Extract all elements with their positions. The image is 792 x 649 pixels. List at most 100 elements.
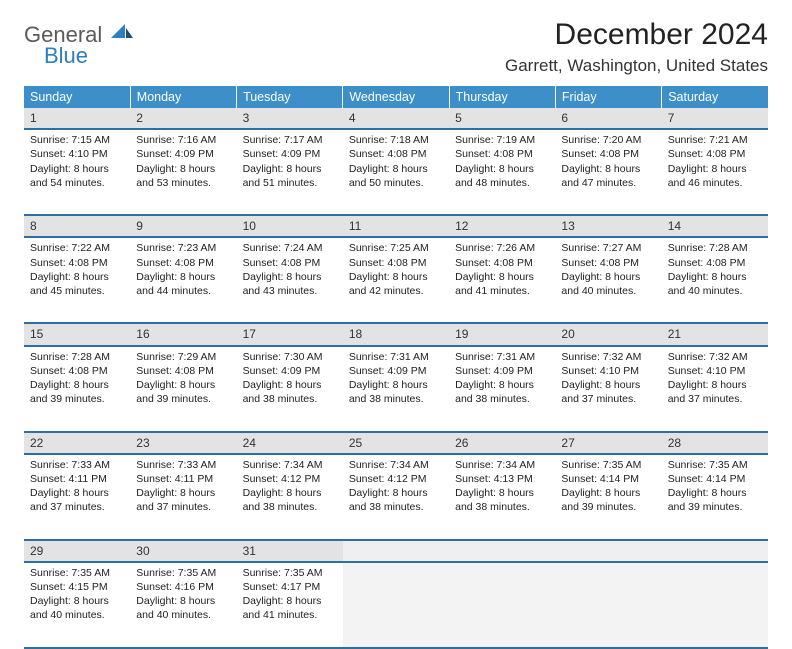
day-header: Sunday	[24, 86, 130, 108]
sunset-line: Sunset: 4:08 PM	[349, 256, 443, 270]
daylight-line: Daylight: 8 hours and 41 minutes.	[455, 270, 549, 298]
day-number: 1	[24, 108, 130, 129]
sunset-line: Sunset: 4:09 PM	[455, 364, 549, 378]
sunset-line: Sunset: 4:08 PM	[668, 147, 762, 161]
day-detail: Sunrise: 7:26 AMSunset: 4:08 PMDaylight:…	[449, 237, 555, 323]
daylight-line: Daylight: 8 hours and 38 minutes.	[349, 378, 443, 406]
day-detail: Sunrise: 7:34 AMSunset: 4:13 PMDaylight:…	[449, 454, 555, 540]
sunrise-line: Sunrise: 7:23 AM	[136, 241, 230, 255]
sunset-line: Sunset: 4:09 PM	[243, 364, 337, 378]
daylight-line: Daylight: 8 hours and 40 minutes.	[561, 270, 655, 298]
calendar-table: SundayMondayTuesdayWednesdayThursdayFrid…	[24, 86, 768, 649]
sunset-line: Sunset: 4:17 PM	[243, 580, 337, 594]
day-detail: Sunrise: 7:24 AMSunset: 4:08 PMDaylight:…	[237, 237, 343, 323]
week-number-row: 15161718192021	[24, 323, 768, 345]
daylight-line: Daylight: 8 hours and 38 minutes.	[455, 378, 549, 406]
sunrise-line: Sunrise: 7:35 AM	[136, 566, 230, 580]
daylight-line: Daylight: 8 hours and 42 minutes.	[349, 270, 443, 298]
sunset-line: Sunset: 4:08 PM	[561, 256, 655, 270]
daylight-line: Daylight: 8 hours and 39 minutes.	[668, 486, 762, 514]
daylight-line: Daylight: 8 hours and 53 minutes.	[136, 162, 230, 190]
day-detail: Sunrise: 7:29 AMSunset: 4:08 PMDaylight:…	[130, 346, 236, 432]
daylight-line: Daylight: 8 hours and 50 minutes.	[349, 162, 443, 190]
sunset-line: Sunset: 4:08 PM	[30, 364, 124, 378]
day-number: 14	[662, 215, 768, 237]
daylight-line: Daylight: 8 hours and 37 minutes.	[136, 486, 230, 514]
daylight-line: Daylight: 8 hours and 43 minutes.	[243, 270, 337, 298]
sunset-line: Sunset: 4:08 PM	[668, 256, 762, 270]
day-detail: Sunrise: 7:23 AMSunset: 4:08 PMDaylight:…	[130, 237, 236, 323]
day-detail: Sunrise: 7:20 AMSunset: 4:08 PMDaylight:…	[555, 129, 661, 215]
sunrise-line: Sunrise: 7:30 AM	[243, 350, 337, 364]
daylight-line: Daylight: 8 hours and 45 minutes.	[30, 270, 124, 298]
sunrise-line: Sunrise: 7:29 AM	[136, 350, 230, 364]
sunset-line: Sunset: 4:08 PM	[136, 256, 230, 270]
sunrise-line: Sunrise: 7:28 AM	[668, 241, 762, 255]
day-detail: Sunrise: 7:33 AMSunset: 4:11 PMDaylight:…	[24, 454, 130, 540]
daylight-line: Daylight: 8 hours and 41 minutes.	[243, 594, 337, 622]
sunrise-line: Sunrise: 7:34 AM	[455, 458, 549, 472]
daylight-line: Daylight: 8 hours and 54 minutes.	[30, 162, 124, 190]
daylight-line: Daylight: 8 hours and 38 minutes.	[455, 486, 549, 514]
day-detail: Sunrise: 7:21 AMSunset: 4:08 PMDaylight:…	[662, 129, 768, 215]
sunset-line: Sunset: 4:08 PM	[136, 364, 230, 378]
day-number: 27	[555, 432, 661, 454]
day-detail: Sunrise: 7:28 AMSunset: 4:08 PMDaylight:…	[662, 237, 768, 323]
day-detail: Sunrise: 7:33 AMSunset: 4:11 PMDaylight:…	[130, 454, 236, 540]
day-detail: Sunrise: 7:28 AMSunset: 4:08 PMDaylight:…	[24, 346, 130, 432]
sunset-line: Sunset: 4:08 PM	[561, 147, 655, 161]
daylight-line: Daylight: 8 hours and 48 minutes.	[455, 162, 549, 190]
day-detail: Sunrise: 7:27 AMSunset: 4:08 PMDaylight:…	[555, 237, 661, 323]
sunrise-line: Sunrise: 7:17 AM	[243, 133, 337, 147]
daylight-line: Daylight: 8 hours and 40 minutes.	[30, 594, 124, 622]
sunset-line: Sunset: 4:08 PM	[349, 147, 443, 161]
sunset-line: Sunset: 4:14 PM	[561, 472, 655, 486]
sunset-line: Sunset: 4:16 PM	[136, 580, 230, 594]
day-header: Saturday	[662, 86, 768, 108]
day-number: 19	[449, 323, 555, 345]
day-detail: Sunrise: 7:18 AMSunset: 4:08 PMDaylight:…	[343, 129, 449, 215]
day-number: 3	[237, 108, 343, 129]
day-number: 10	[237, 215, 343, 237]
day-header: Tuesday	[237, 86, 343, 108]
empty-cell	[555, 562, 661, 648]
week-detail-row: Sunrise: 7:28 AMSunset: 4:08 PMDaylight:…	[24, 346, 768, 432]
day-detail: Sunrise: 7:16 AMSunset: 4:09 PMDaylight:…	[130, 129, 236, 215]
sunrise-line: Sunrise: 7:34 AM	[349, 458, 443, 472]
sunrise-line: Sunrise: 7:34 AM	[243, 458, 337, 472]
day-detail: Sunrise: 7:22 AMSunset: 4:08 PMDaylight:…	[24, 237, 130, 323]
sunrise-line: Sunrise: 7:31 AM	[349, 350, 443, 364]
empty-cell	[449, 562, 555, 648]
day-number: 8	[24, 215, 130, 237]
brand-logo: General Blue	[24, 18, 133, 67]
sunrise-line: Sunrise: 7:19 AM	[455, 133, 549, 147]
sunrise-line: Sunrise: 7:33 AM	[30, 458, 124, 472]
day-number: 30	[130, 540, 236, 562]
sunset-line: Sunset: 4:10 PM	[668, 364, 762, 378]
day-detail: Sunrise: 7:35 AMSunset: 4:14 PMDaylight:…	[662, 454, 768, 540]
empty-cell	[555, 540, 661, 562]
month-title: December 2024	[505, 18, 768, 52]
day-number: 20	[555, 323, 661, 345]
week-number-row: 891011121314	[24, 215, 768, 237]
day-number: 16	[130, 323, 236, 345]
day-detail: Sunrise: 7:15 AMSunset: 4:10 PMDaylight:…	[24, 129, 130, 215]
sunset-line: Sunset: 4:10 PM	[561, 364, 655, 378]
week-detail-row: Sunrise: 7:22 AMSunset: 4:08 PMDaylight:…	[24, 237, 768, 323]
sunset-line: Sunset: 4:14 PM	[668, 472, 762, 486]
week-number-row: 22232425262728	[24, 432, 768, 454]
daylight-line: Daylight: 8 hours and 44 minutes.	[136, 270, 230, 298]
day-number: 22	[24, 432, 130, 454]
sunrise-line: Sunrise: 7:35 AM	[243, 566, 337, 580]
header: General Blue December 2024 Garrett, Wash…	[24, 18, 768, 76]
sunset-line: Sunset: 4:12 PM	[349, 472, 443, 486]
week-detail-row: Sunrise: 7:15 AMSunset: 4:10 PMDaylight:…	[24, 129, 768, 215]
day-header: Monday	[130, 86, 236, 108]
day-header: Friday	[555, 86, 661, 108]
day-number: 6	[555, 108, 661, 129]
day-number: 4	[343, 108, 449, 129]
day-number: 25	[343, 432, 449, 454]
day-detail: Sunrise: 7:32 AMSunset: 4:10 PMDaylight:…	[555, 346, 661, 432]
sunrise-line: Sunrise: 7:15 AM	[30, 133, 124, 147]
day-header-row: SundayMondayTuesdayWednesdayThursdayFrid…	[24, 86, 768, 108]
